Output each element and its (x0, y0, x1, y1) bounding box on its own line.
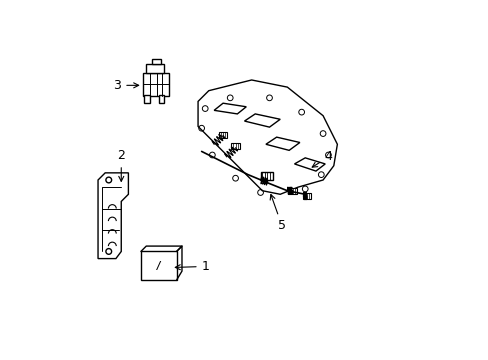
Text: 1: 1 (175, 260, 209, 273)
Bar (142, 73, 169, 96)
Text: 4: 4 (311, 150, 332, 167)
Bar (288, 188, 296, 194)
Bar (159, 95, 164, 103)
Bar (260, 172, 272, 180)
Bar (146, 64, 164, 73)
Bar (144, 95, 149, 103)
Text: 5: 5 (270, 194, 285, 232)
Text: /: / (157, 261, 160, 271)
Bar (302, 193, 311, 199)
Bar (151, 59, 160, 64)
Bar (218, 132, 227, 138)
Text: 2: 2 (117, 149, 125, 181)
Bar (231, 143, 240, 149)
Bar (141, 251, 176, 280)
Text: 3: 3 (113, 79, 139, 92)
